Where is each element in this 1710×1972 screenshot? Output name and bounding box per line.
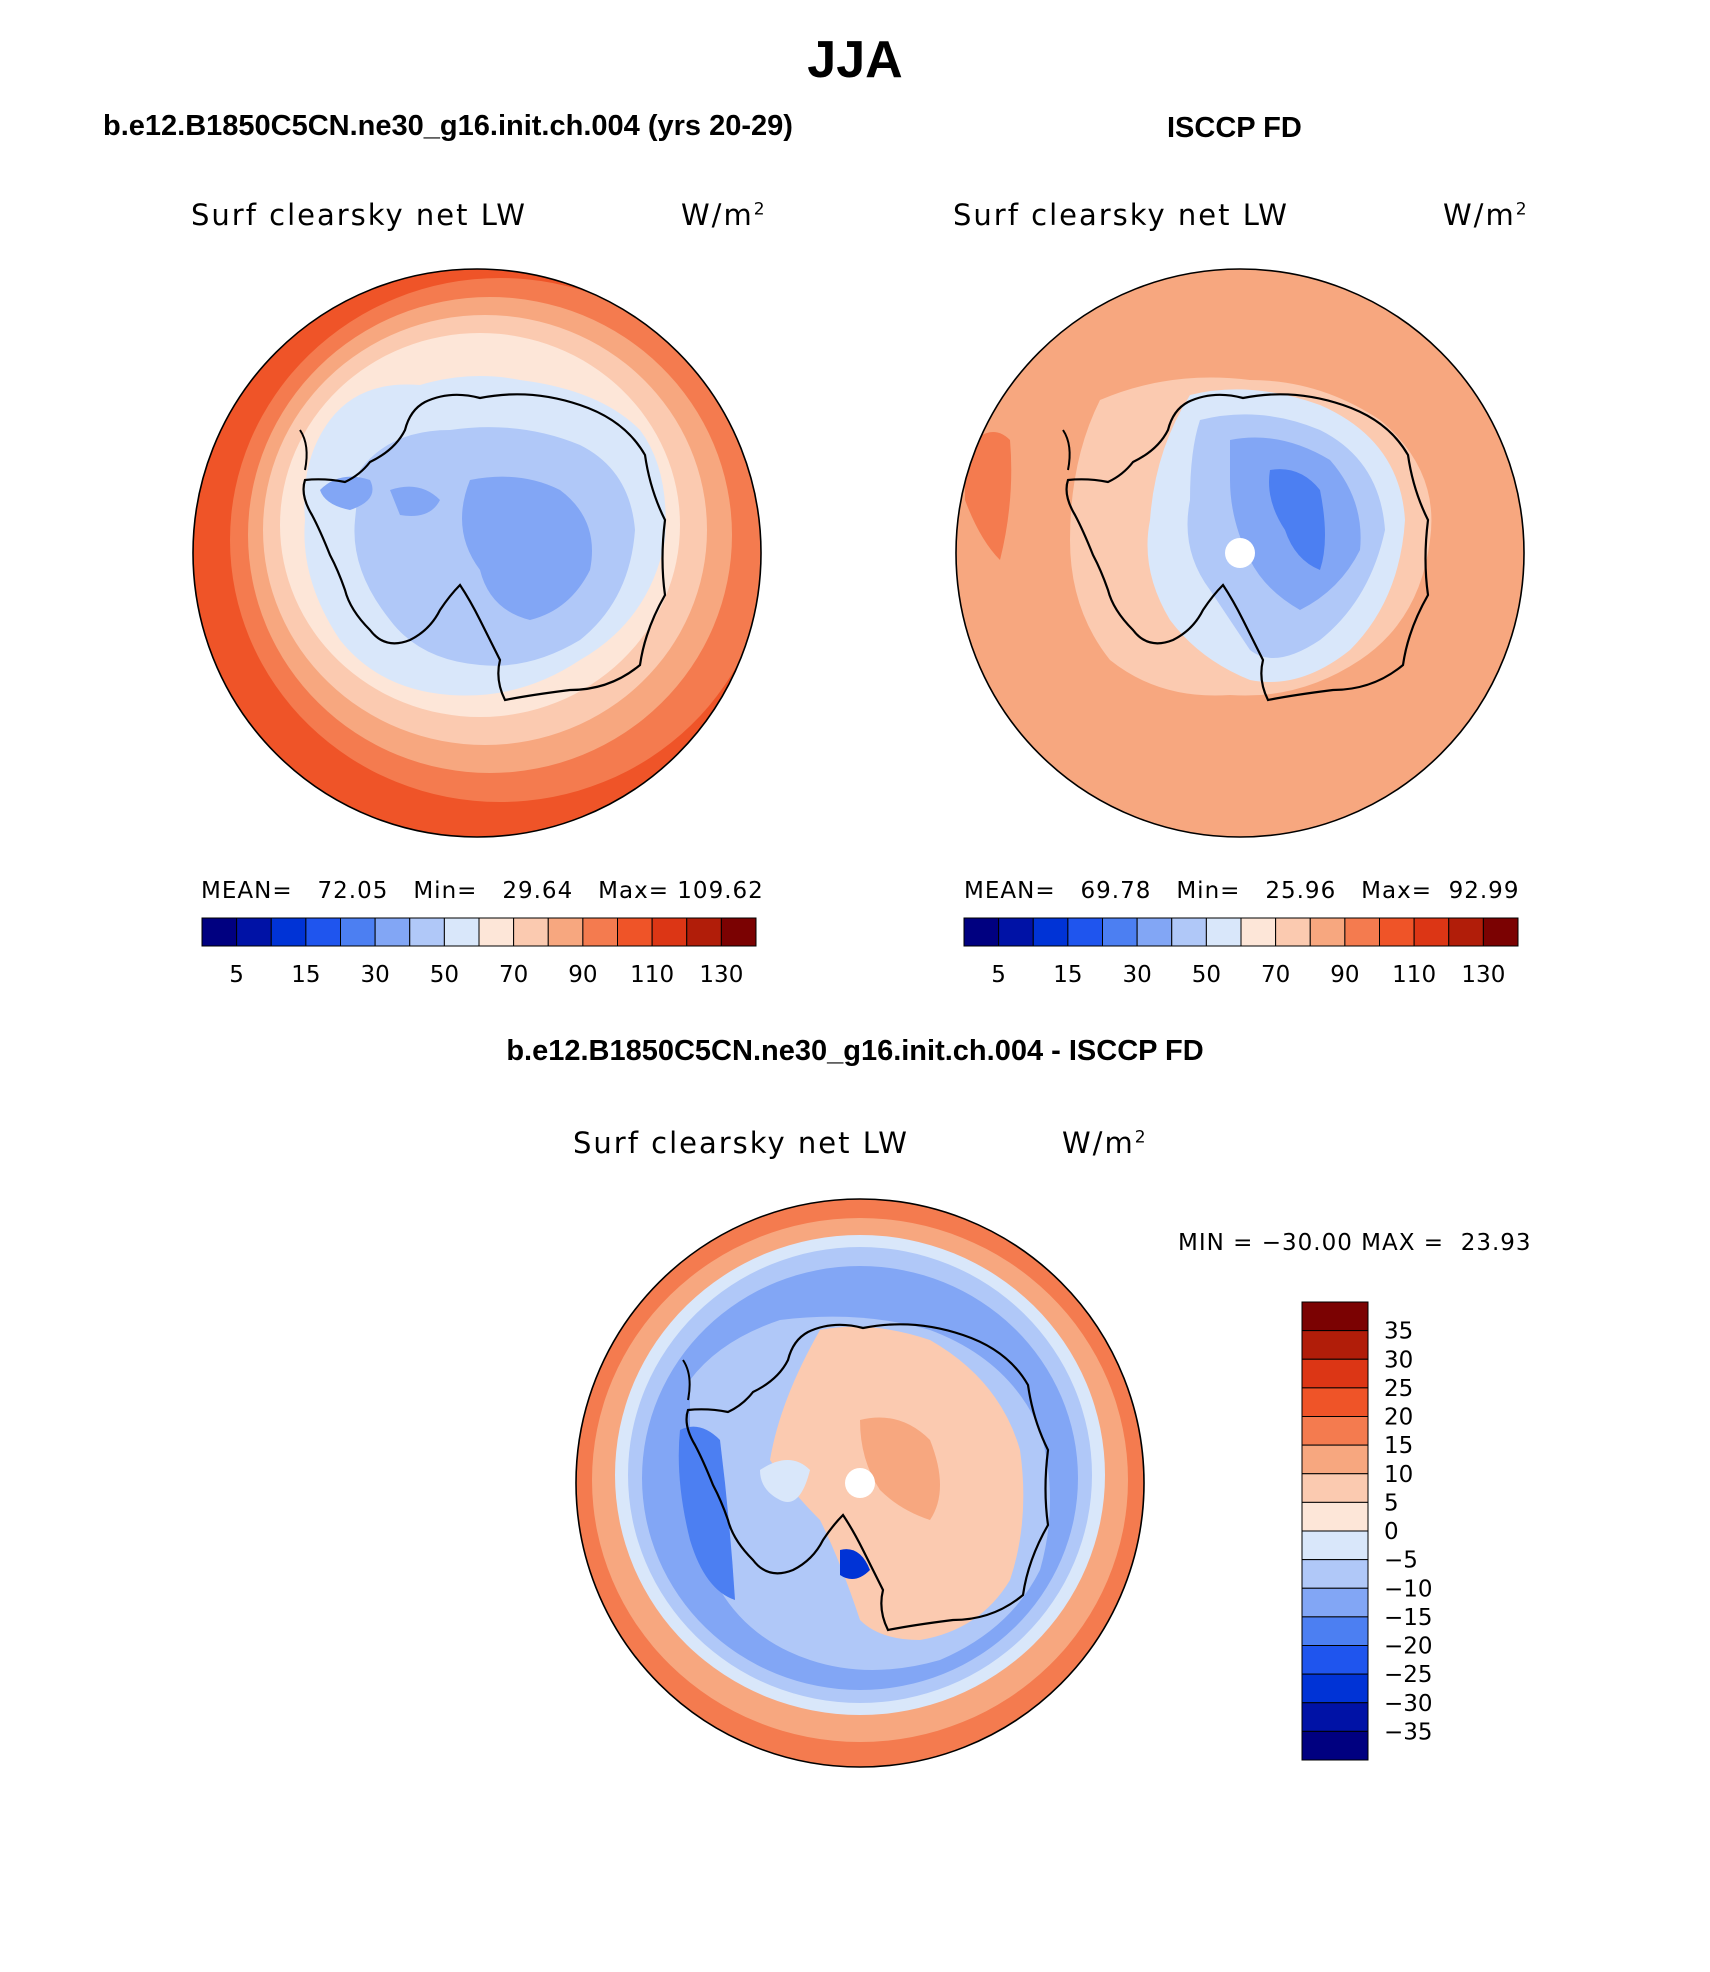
panel1-colorbar-tick-label: 30	[360, 962, 389, 988]
panel2-units: W/m2	[1443, 198, 1529, 232]
panel2-colorbar-swatch	[1309, 917, 1346, 947]
panel3-colorbar-tick-label: −30	[1384, 1691, 1433, 1717]
panel2-stats: MEAN= 69.78 Min= 25.96 Max= 92.99	[964, 878, 1520, 904]
panel3-colorbar-swatch	[1301, 1501, 1369, 1532]
panel2-colorbar-swatch	[963, 917, 1000, 947]
panel2-colorbar-swatch	[1482, 917, 1519, 947]
panel1-colorbar-tick-label: 50	[430, 962, 459, 988]
panel3-variable-label: Surf clearsky net LW	[573, 1126, 909, 1160]
panel1-colorbar-swatch	[513, 917, 549, 947]
panel1-colorbar-swatch	[686, 917, 722, 947]
panel3-colorbar-swatch	[1301, 1473, 1369, 1503]
panel3-colorbar-tick-label: 15	[1384, 1433, 1413, 1459]
panel3-colorbar-swatch	[1301, 1616, 1369, 1646]
panel3-units: W/m2	[1062, 1126, 1148, 1160]
panel3-colorbar-tick-label: −35	[1384, 1719, 1433, 1745]
panel3-colorbar-swatch	[1301, 1702, 1369, 1732]
panel1-colorbar-swatch	[720, 917, 757, 947]
panel2-colorbar-swatch	[1171, 917, 1207, 947]
panel3-colorbar-swatch	[1301, 1530, 1369, 1561]
panel3-colorbar-tick-label: 25	[1384, 1376, 1413, 1402]
panel1-coastline	[302, 393, 667, 702]
panel2-colorbar-swatch	[998, 917, 1034, 947]
panel2-colorbar-swatch	[1067, 917, 1103, 947]
panel3-minmax: MIN = −30.00 MAX = 23.93	[1178, 1230, 1532, 1256]
panel3-colorbar-tick-label: 20	[1384, 1405, 1413, 1431]
panel1-colorbar-tick-label: 90	[568, 962, 597, 988]
panel3-colorbar-tick-label: 0	[1384, 1519, 1399, 1545]
panel3-colorbar-tick-label: −15	[1384, 1605, 1433, 1631]
panel3-colorbar-tick-label: −5	[1384, 1548, 1418, 1574]
panel3-colorbar-tick-label: −20	[1384, 1634, 1433, 1660]
panel3-colorbar-swatch	[1301, 1444, 1369, 1475]
panel2-colorbar-tick-label: 110	[1392, 962, 1436, 988]
panel1-colorbar-swatch	[374, 917, 411, 947]
panel-left-title: b.e12.B1850C5CN.ne30_g16.init.ch.004 (yr…	[103, 110, 793, 142]
panel2-colorbar-swatch	[1448, 917, 1484, 947]
panel1-colorbar-swatch	[340, 917, 376, 947]
panel1-stats: MEAN= 72.05 Min= 29.64 Max= 109.62	[201, 878, 764, 904]
panel3-colorbar-swatch	[1301, 1730, 1369, 1761]
panel2-colorbar-tick-label: 90	[1330, 962, 1359, 988]
panel1-colorbar-swatch	[443, 917, 480, 947]
panel1-colorbar-swatch	[270, 917, 307, 947]
panel2-variable-label: Surf clearsky net LW	[953, 198, 1289, 232]
panel1-colorbar-tick-label: 110	[630, 962, 674, 988]
panel1-colorbar-swatch	[478, 917, 515, 947]
panel1-units: W/m2	[681, 198, 767, 232]
panel1-colorbar-tick-label: 5	[229, 962, 244, 988]
panel3-colorbar-swatch	[1301, 1645, 1369, 1675]
panel1-colorbar-swatch	[305, 917, 341, 947]
panel2-colorbar-swatch	[1240, 917, 1277, 947]
panel3-colorbar-tick-label: −25	[1384, 1662, 1433, 1688]
panel1-variable-label: Surf clearsky net LW	[191, 198, 527, 232]
panel3-colorbar-swatch	[1301, 1358, 1369, 1389]
panel2-colorbar-swatch	[1344, 917, 1380, 947]
panel2-colorbar-tick-label: 5	[991, 962, 1006, 988]
panel-right-title: ISCCP FD	[1167, 112, 1302, 144]
panel3-colorbar-swatch	[1301, 1587, 1369, 1618]
panel1-colorbar-tick-label: 130	[699, 962, 743, 988]
panel1-colorbar-swatch	[409, 917, 445, 947]
figure-title: JJA	[807, 31, 903, 89]
panel2-colorbar-tick-label: 15	[1053, 962, 1082, 988]
panel3-colorbar-swatch	[1301, 1416, 1369, 1446]
panel2-colorbar-swatch	[1136, 917, 1173, 947]
panel1-colorbar-tick-label: 70	[499, 962, 528, 988]
panel3-colorbar-swatch	[1301, 1387, 1369, 1417]
panel3-colorbar-tick-label: 5	[1384, 1490, 1399, 1516]
panel2-colorbar-tick-label: 130	[1461, 962, 1505, 988]
panel2-colorbar-tick-label: 30	[1122, 962, 1151, 988]
panel1-colorbar-tick-label: 15	[291, 962, 320, 988]
panel3-colorbar-tick-label: 10	[1384, 1462, 1413, 1488]
panel3-colorbar-swatch	[1301, 1673, 1369, 1704]
panel3-colorbar-tick-label: −10	[1384, 1576, 1433, 1602]
panel1-colorbar-swatch	[617, 917, 653, 947]
panel3-colorbar-tick-label: 35	[1384, 1319, 1413, 1345]
panel3-colorbar-swatch	[1301, 1330, 1369, 1360]
panel3-colorbar-swatch	[1301, 1559, 1369, 1589]
panel2-colorbar-swatch	[1205, 917, 1242, 947]
panel-diff-title: b.e12.B1850C5CN.ne30_g16.init.ch.004 - I…	[506, 1035, 1204, 1067]
panel2-colorbar-tick-label: 50	[1192, 962, 1221, 988]
panel3-colorbar-tick-label: 30	[1384, 1347, 1413, 1373]
panel2-colorbar-swatch	[1275, 917, 1311, 947]
panel1-colorbar-swatch	[651, 917, 688, 947]
panel2-coastline	[1065, 393, 1430, 702]
panel3-colorbar-swatch	[1301, 1301, 1369, 1332]
panel3-coastline	[685, 1323, 1050, 1632]
panel2-colorbar-tick-label: 70	[1261, 962, 1290, 988]
